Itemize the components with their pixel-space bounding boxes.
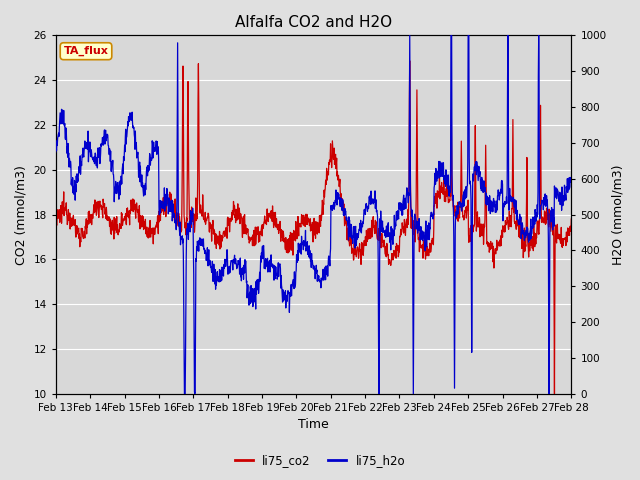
Text: TA_flux: TA_flux bbox=[63, 46, 108, 56]
Y-axis label: H2O (mmol/m3): H2O (mmol/m3) bbox=[612, 164, 625, 265]
Legend: li75_co2, li75_h2o: li75_co2, li75_h2o bbox=[230, 449, 410, 472]
Title: Alfalfa CO2 and H2O: Alfalfa CO2 and H2O bbox=[235, 15, 392, 30]
Y-axis label: CO2 (mmol/m3): CO2 (mmol/m3) bbox=[15, 165, 28, 264]
X-axis label: Time: Time bbox=[298, 419, 329, 432]
